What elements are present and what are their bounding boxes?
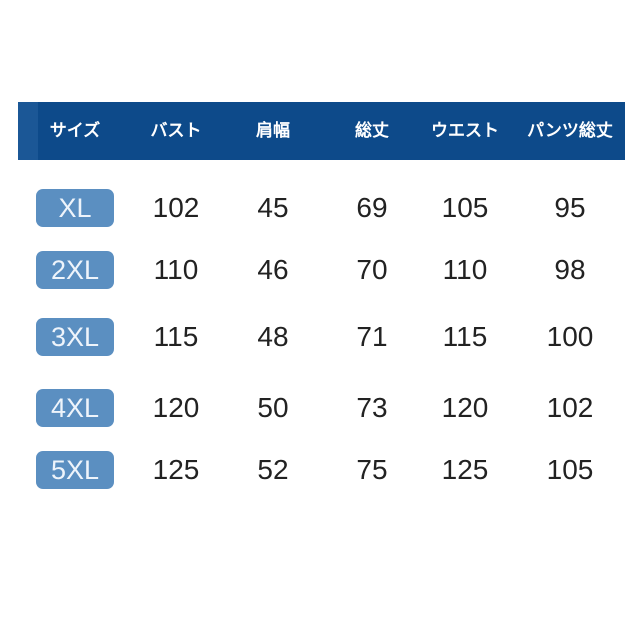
table-cell: 105 <box>441 192 489 223</box>
table-cell: 45 <box>257 192 289 223</box>
size-badge: 4XL <box>36 389 114 427</box>
column-header: バスト <box>150 121 202 141</box>
table-cell: 73 <box>356 392 388 423</box>
header-accent-strip <box>18 102 38 160</box>
table-cell: 125 <box>152 454 200 485</box>
table-cell: 115 <box>442 321 488 352</box>
table-cell: 102 <box>546 392 594 423</box>
table-cell: 50 <box>257 392 289 423</box>
size-badge: 3XL <box>36 318 114 356</box>
table-cell: 120 <box>441 392 489 423</box>
table-cell: 52 <box>257 454 289 485</box>
table-row: 4XL 120 50 73 120 102 <box>0 386 640 430</box>
column-header: サイズ <box>49 121 101 141</box>
table-cell: 120 <box>152 392 200 423</box>
table-cell: 105 <box>546 454 594 485</box>
table-header: サイズ バスト 肩幅 総丈 ウエスト パンツ総丈 <box>18 102 625 160</box>
table-row: 3XL 115 48 71 115 100 <box>0 315 640 359</box>
table-cell: 71 <box>356 321 388 352</box>
table-cell: 100 <box>546 321 594 352</box>
column-header: 総丈 <box>355 121 389 141</box>
size-badge: 2XL <box>36 251 114 289</box>
column-header: パンツ総丈 <box>527 121 613 141</box>
table-cell: 48 <box>257 321 289 352</box>
table-row: 2XL 110 46 70 110 98 <box>0 248 640 292</box>
size-badge: 5XL <box>36 451 114 489</box>
column-header: ウエスト <box>431 121 499 141</box>
table-cell: 75 <box>356 454 388 485</box>
table-cell: 110 <box>153 254 199 285</box>
table-row: XL 102 45 69 105 95 <box>0 186 640 230</box>
table-row: 5XL 125 52 75 125 105 <box>0 448 640 492</box>
table-cell: 110 <box>442 254 488 285</box>
table-cell: 46 <box>257 254 289 285</box>
column-header: 肩幅 <box>256 121 290 141</box>
table-cell: 98 <box>554 254 586 285</box>
table-cell: 69 <box>356 192 388 223</box>
size-badge: XL <box>36 189 114 227</box>
table-cell: 102 <box>152 192 200 223</box>
table-cell: 95 <box>554 192 586 223</box>
table-cell: 125 <box>441 454 489 485</box>
table-cell: 70 <box>356 254 388 285</box>
table-cell: 115 <box>153 321 199 352</box>
